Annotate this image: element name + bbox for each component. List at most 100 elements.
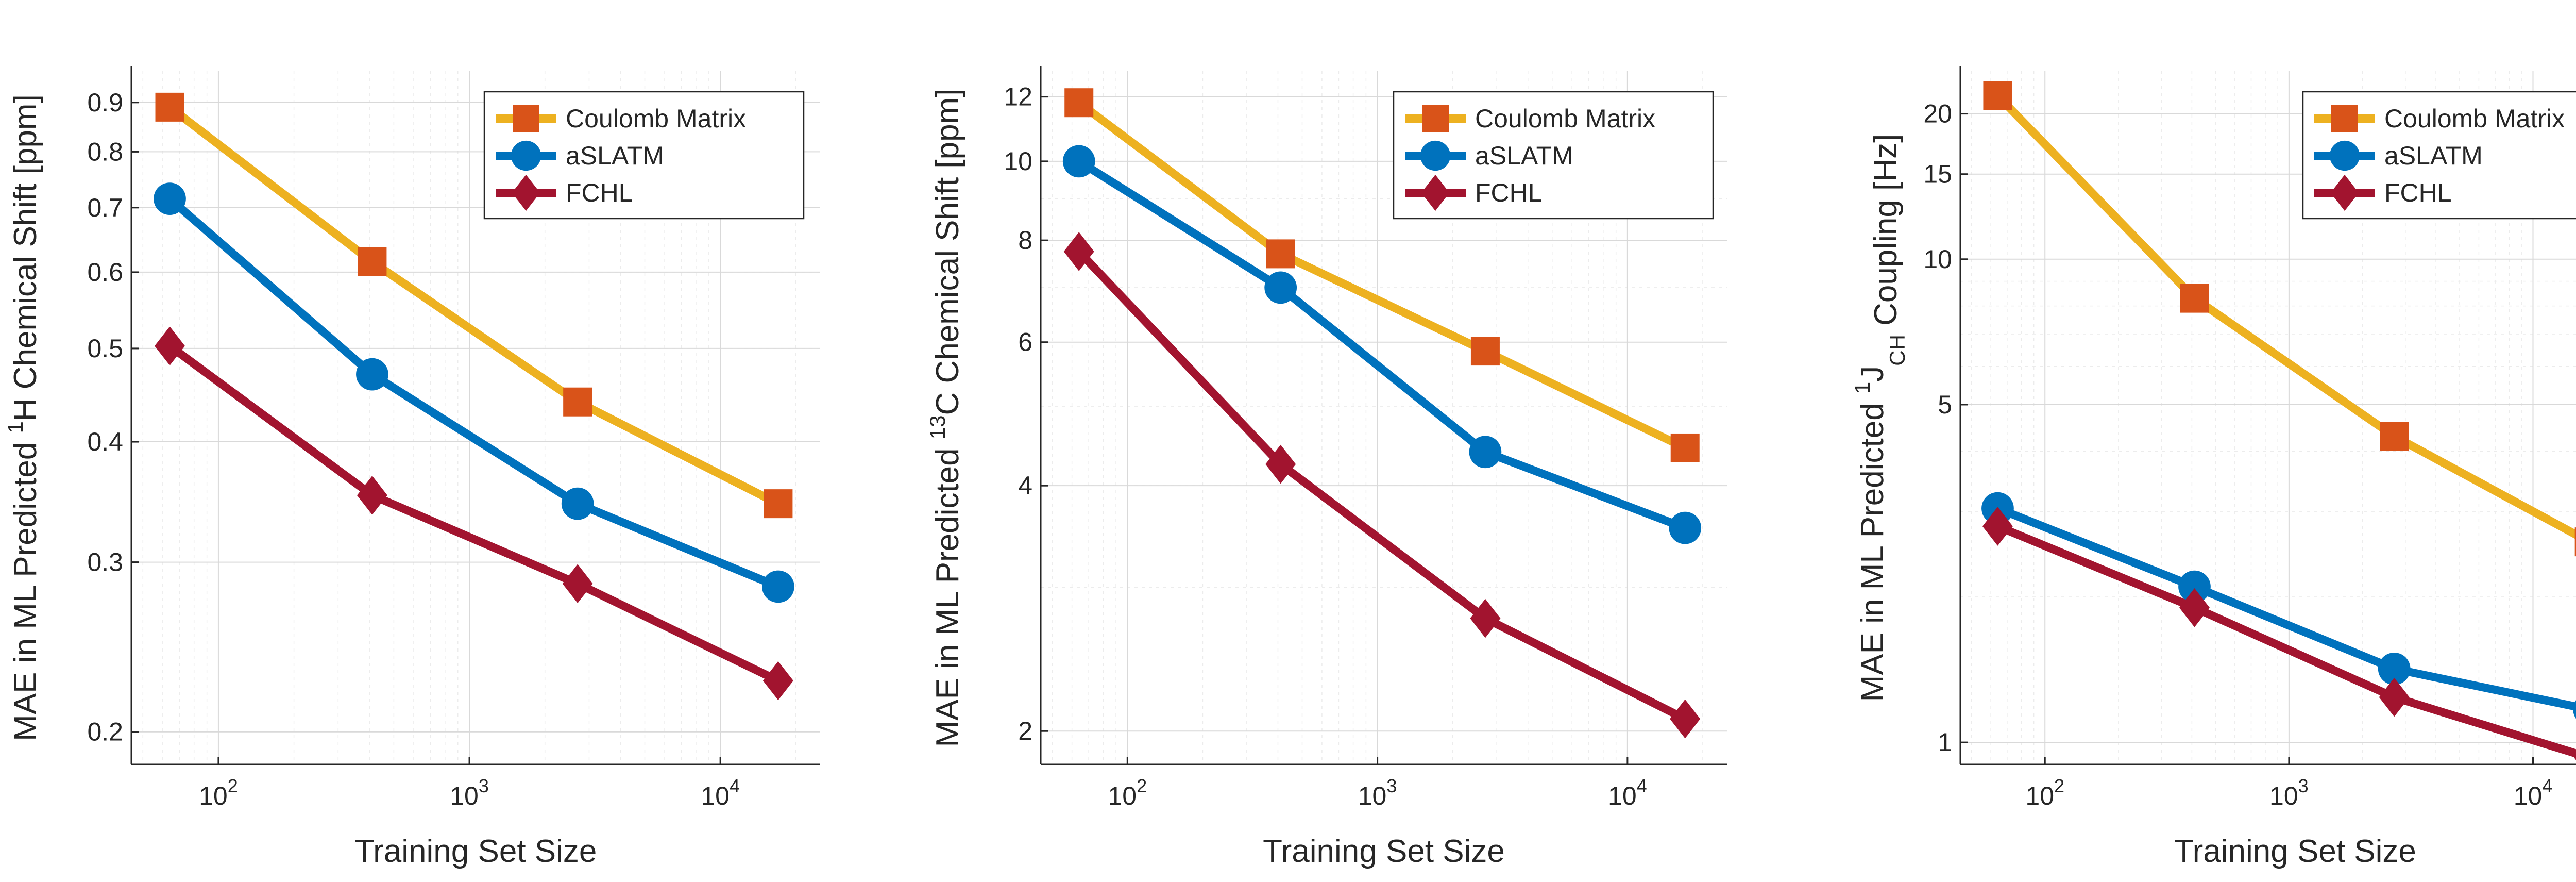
y-axis-label: MAE in ML Predicted 1H Chemical Shift [p… bbox=[3, 94, 43, 741]
series-line-aslatm bbox=[165, 194, 783, 591]
data-point-coulomb bbox=[1470, 337, 1500, 366]
legend: Coulomb Matrix aSLATM FCHL bbox=[483, 91, 805, 220]
series-line-coulomb bbox=[165, 103, 783, 508]
x-tick-base: 10 bbox=[2269, 781, 2298, 810]
data-point-aslatm bbox=[1669, 511, 1702, 544]
x-axis-label: Training Set Size bbox=[355, 834, 597, 869]
legend-marker-aslatm bbox=[2329, 140, 2360, 171]
y-axis-label-part: MAE in ML Predicted bbox=[1855, 394, 1890, 702]
y-tick-label: 20 bbox=[1923, 99, 1952, 128]
data-point-aslatm bbox=[1264, 271, 1297, 304]
data-point-coulomb bbox=[2180, 284, 2209, 313]
x-tick-exponent: 2 bbox=[2054, 775, 2064, 796]
data-point-coulomb bbox=[563, 387, 592, 417]
y-axis-label-part: J bbox=[1855, 366, 1890, 382]
x-tick-base: 10 bbox=[450, 781, 479, 810]
data-point-coulomb bbox=[1266, 239, 1295, 269]
legend-marker-aslatm bbox=[1420, 140, 1451, 171]
chart-panel-1: 102 103 1040.20.30.40.50.60.70.80.9Trainin… bbox=[3, 66, 820, 869]
x-tick-label: 103 bbox=[2269, 775, 2309, 810]
legend-marker-fchl bbox=[1421, 174, 1450, 211]
y-tick-label: 2 bbox=[1018, 717, 1032, 745]
legend-marker-fchl bbox=[2330, 174, 2359, 211]
data-point-fchl bbox=[762, 661, 793, 701]
legend-label-fchl: FCHL bbox=[1475, 178, 1543, 207]
y-tick-label: 0.2 bbox=[87, 718, 123, 746]
data-point-aslatm bbox=[154, 182, 186, 215]
series-line-coulomb bbox=[1075, 98, 1689, 452]
legend-marker-fchl bbox=[512, 174, 540, 211]
data-point-aslatm bbox=[356, 358, 388, 391]
y-axis-label: MAE in ML Predicted 1JCH Coupling [Hz] bbox=[1850, 134, 1909, 702]
y-axis-label-part: 13 bbox=[925, 415, 950, 440]
x-tick-label: 102 bbox=[2025, 775, 2064, 810]
data-point-aslatm bbox=[1062, 145, 1095, 178]
data-point-fchl bbox=[1265, 444, 1296, 484]
y-tick-label: 0.3 bbox=[87, 548, 123, 577]
x-tick-base: 10 bbox=[2025, 781, 2054, 810]
series-line-fchl bbox=[1075, 247, 1689, 723]
legend-label-aslatm: aSLATM bbox=[566, 141, 664, 170]
x-tick-base: 10 bbox=[1608, 781, 1637, 810]
data-point-fchl bbox=[562, 564, 593, 604]
x-tick-base: 10 bbox=[2514, 781, 2543, 810]
y-axis-label-part: C Chemical Shift [ppm] bbox=[930, 89, 965, 415]
y-tick-label: 0.6 bbox=[87, 258, 123, 287]
legend-marker-coulomb bbox=[1422, 105, 1449, 132]
legend-label-fchl: FCHL bbox=[566, 178, 633, 207]
series-line-aslatm bbox=[1993, 504, 2576, 711]
x-tick-exponent: 2 bbox=[228, 775, 238, 796]
data-point-fchl bbox=[357, 476, 387, 515]
data-point-aslatm bbox=[2378, 653, 2411, 685]
data-point-coulomb bbox=[1983, 81, 2012, 110]
x-tick-base: 10 bbox=[1108, 781, 1137, 810]
y-tick-label: 6 bbox=[1018, 328, 1032, 357]
y-axis-label-part: MAE in ML Predicted bbox=[930, 439, 965, 747]
legend-label-coulomb: Coulomb Matrix bbox=[1475, 104, 1655, 133]
x-tick-label: 104 bbox=[701, 775, 740, 810]
x-tick-label: 102 bbox=[1108, 775, 1147, 810]
x-tick-label: 103 bbox=[1358, 775, 1397, 810]
y-tick-label: 0.7 bbox=[87, 193, 123, 222]
x-tick-base: 10 bbox=[701, 781, 730, 810]
data-point-aslatm bbox=[1469, 436, 1502, 469]
data-point-coulomb bbox=[1064, 88, 1094, 118]
data-point-fchl bbox=[2179, 588, 2210, 627]
x-axis-label: Training Set Size bbox=[1263, 834, 1505, 869]
legend: Coulomb Matrix aSLATM FCHL bbox=[1393, 91, 1714, 220]
x-tick-label: 104 bbox=[2514, 775, 2553, 810]
y-tick-label: 0.4 bbox=[87, 427, 123, 456]
legend-marker-coulomb bbox=[2331, 105, 2358, 132]
x-tick-exponent: 4 bbox=[2542, 775, 2552, 796]
y-tick-label: 8 bbox=[1018, 226, 1032, 255]
series-line-coulomb bbox=[1993, 91, 2576, 540]
legend-marker-coulomb bbox=[513, 105, 539, 132]
y-tick-label: 0.8 bbox=[87, 137, 123, 166]
data-point-coulomb bbox=[155, 92, 184, 122]
series-line-fchl bbox=[1993, 522, 2576, 758]
legend-label-aslatm: aSLATM bbox=[2384, 141, 2483, 170]
x-tick-label: 102 bbox=[199, 775, 238, 810]
y-tick-label: 0.5 bbox=[87, 334, 123, 363]
x-tick-exponent: 2 bbox=[1137, 775, 1147, 796]
y-tick-label: 5 bbox=[1938, 390, 1952, 419]
data-point-coulomb bbox=[2380, 422, 2409, 451]
data-point-coulomb bbox=[1670, 433, 1700, 462]
series-line-fchl bbox=[165, 342, 783, 685]
y-axis-label-part: 1 bbox=[3, 421, 27, 433]
y-axis-label-part: 1 bbox=[1850, 382, 1874, 394]
x-tick-label: 103 bbox=[450, 775, 489, 810]
legend-label-fchl: FCHL bbox=[2384, 178, 2452, 207]
y-axis-label-part: CH bbox=[1885, 335, 1909, 366]
data-point-coulomb bbox=[358, 247, 387, 276]
x-tick-base: 10 bbox=[1358, 781, 1387, 810]
x-tick-exponent: 4 bbox=[730, 775, 740, 796]
y-tick-label: 1 bbox=[1938, 728, 1952, 757]
y-tick-label: 12 bbox=[1004, 82, 1032, 111]
y-tick-label: 0.9 bbox=[87, 88, 123, 117]
data-point-aslatm bbox=[762, 570, 794, 603]
